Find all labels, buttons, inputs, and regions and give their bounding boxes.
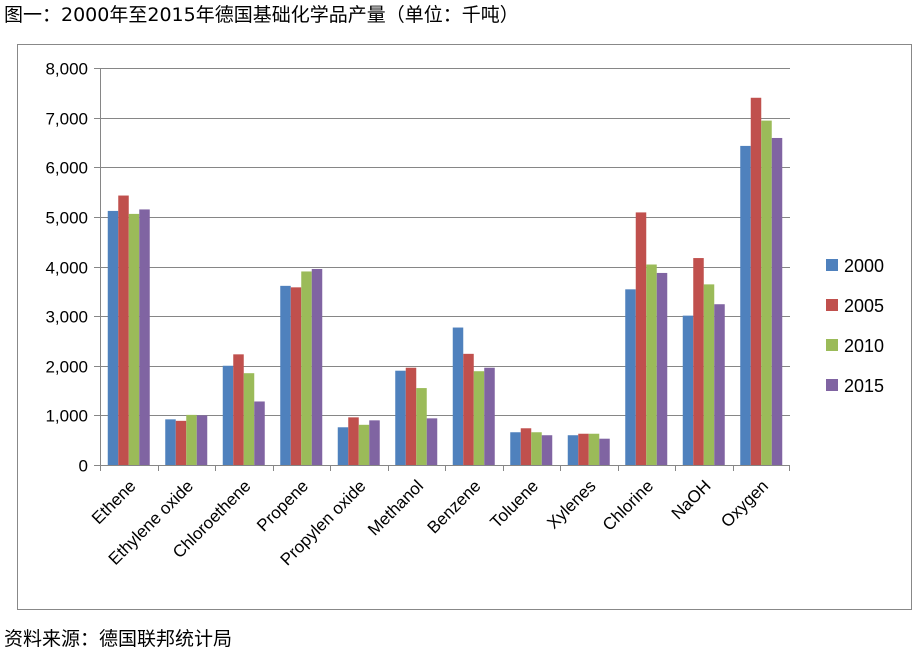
x-category-label: Ethene <box>88 476 140 528</box>
bar-2010 <box>186 414 197 465</box>
bar-2000 <box>395 370 406 465</box>
y-tick-label: 2,000 <box>45 358 88 377</box>
y-tick-label: 8,000 <box>45 60 88 79</box>
bar-2010 <box>703 284 715 465</box>
bar-2015 <box>196 415 208 466</box>
bars <box>107 97 783 466</box>
bar-2005 <box>635 212 647 465</box>
legend: 2000 2005 2010 2015 <box>826 256 884 396</box>
legend-swatch-2015 <box>826 379 838 391</box>
y-tick-label: 7,000 <box>45 110 88 129</box>
legend-label: 2005 <box>844 296 884 316</box>
bar-2010 <box>243 373 255 465</box>
y-tick-label: 5,000 <box>45 209 88 228</box>
legend-label: 2015 <box>844 376 884 396</box>
bar-2010 <box>531 432 542 465</box>
gridlines <box>100 68 790 416</box>
bar-2005 <box>693 258 704 465</box>
bar-2005 <box>175 420 187 465</box>
x-category-label: Xylenes <box>543 476 599 532</box>
bar-2015 <box>311 268 323 465</box>
legend-swatch-2000 <box>826 259 838 271</box>
y-tick-label: 4,000 <box>45 259 88 278</box>
y-tick-label: 1,000 <box>45 407 88 426</box>
bar-2005 <box>118 195 129 466</box>
bar-2010 <box>128 213 140 465</box>
x-category-label: Toluene <box>487 476 543 532</box>
bar-2015 <box>369 420 380 465</box>
bar-2010 <box>473 371 485 465</box>
bar-2000 <box>510 432 521 465</box>
legend-label: 2010 <box>844 336 884 356</box>
bar-2000 <box>165 419 176 465</box>
bar-2015 <box>484 367 495 465</box>
bar-2010 <box>646 264 657 465</box>
bar-2005 <box>750 97 762 466</box>
bar-2005 <box>463 353 474 465</box>
source-note: 资料来源：德国联邦统计局 <box>4 628 233 650</box>
bar-2005 <box>348 417 359 465</box>
bar-2010 <box>761 120 772 465</box>
bar-2005 <box>233 354 244 465</box>
bar-2000 <box>682 315 694 465</box>
bar-2015 <box>254 401 265 465</box>
bar-2005 <box>405 367 417 465</box>
bar-2015 <box>656 272 668 465</box>
bar-2010 <box>358 424 370 465</box>
bar-2005 <box>578 433 589 465</box>
bar-2005 <box>520 428 532 465</box>
chart-title: 图一：2000年至2015年德国基础化学品产量（单位：千吨） <box>4 4 519 26</box>
chart-area-frame <box>17 44 912 610</box>
bar-2000 <box>280 285 291 465</box>
bar-2000 <box>107 210 119 465</box>
bar-2010 <box>588 433 600 465</box>
x-category-label: Propene <box>253 476 312 535</box>
bar-2015 <box>771 137 783 465</box>
bar-2000 <box>222 365 234 465</box>
x-category-label: Oxygen <box>717 476 772 531</box>
legend-swatch-2005 <box>826 299 838 311</box>
bar-2015 <box>426 418 438 465</box>
bar-2015 <box>139 209 150 465</box>
bar-2000 <box>452 327 464 465</box>
bar-2000 <box>337 427 349 465</box>
x-category-label: Chlorine <box>599 476 657 534</box>
axes <box>94 68 790 471</box>
y-tick-label: 0 <box>79 457 88 476</box>
y-tick-label: 3,000 <box>45 308 88 327</box>
x-category-label: Benzene <box>424 476 485 537</box>
legend-swatch-2010 <box>826 339 838 351</box>
bar-2015 <box>599 438 610 465</box>
bar-2015 <box>541 435 553 465</box>
bar-2010 <box>416 388 427 465</box>
x-category-label: Methanol <box>364 476 427 539</box>
bar-2000 <box>567 435 579 465</box>
y-axis-tick-labels: 0 1,000 2,000 3,000 4,000 5,000 6,000 7,000 8,00… <box>45 60 88 476</box>
bar-2010 <box>301 271 312 465</box>
bar-2005 <box>290 287 302 465</box>
legend-label: 2000 <box>844 256 884 276</box>
bar-2015 <box>714 304 725 465</box>
x-category-label: NaOH <box>668 476 715 523</box>
bar-2000 <box>625 289 636 465</box>
bar-2000 <box>740 145 751 465</box>
y-tick-label: 6,000 <box>45 159 88 178</box>
